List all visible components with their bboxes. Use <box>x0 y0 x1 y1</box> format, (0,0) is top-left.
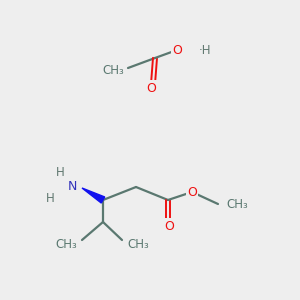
Text: CH₃: CH₃ <box>55 238 77 250</box>
Text: H: H <box>56 166 64 178</box>
Text: O: O <box>146 82 156 94</box>
Text: CH₃: CH₃ <box>102 64 124 76</box>
Polygon shape <box>82 188 105 203</box>
Text: O: O <box>187 185 197 199</box>
Text: N: N <box>67 179 77 193</box>
Text: O: O <box>172 44 182 56</box>
Text: CH₃: CH₃ <box>127 238 149 250</box>
Text: CH₃: CH₃ <box>226 199 248 212</box>
Text: ·H: ·H <box>199 44 211 56</box>
Text: O: O <box>164 220 174 232</box>
Text: H: H <box>46 191 55 205</box>
